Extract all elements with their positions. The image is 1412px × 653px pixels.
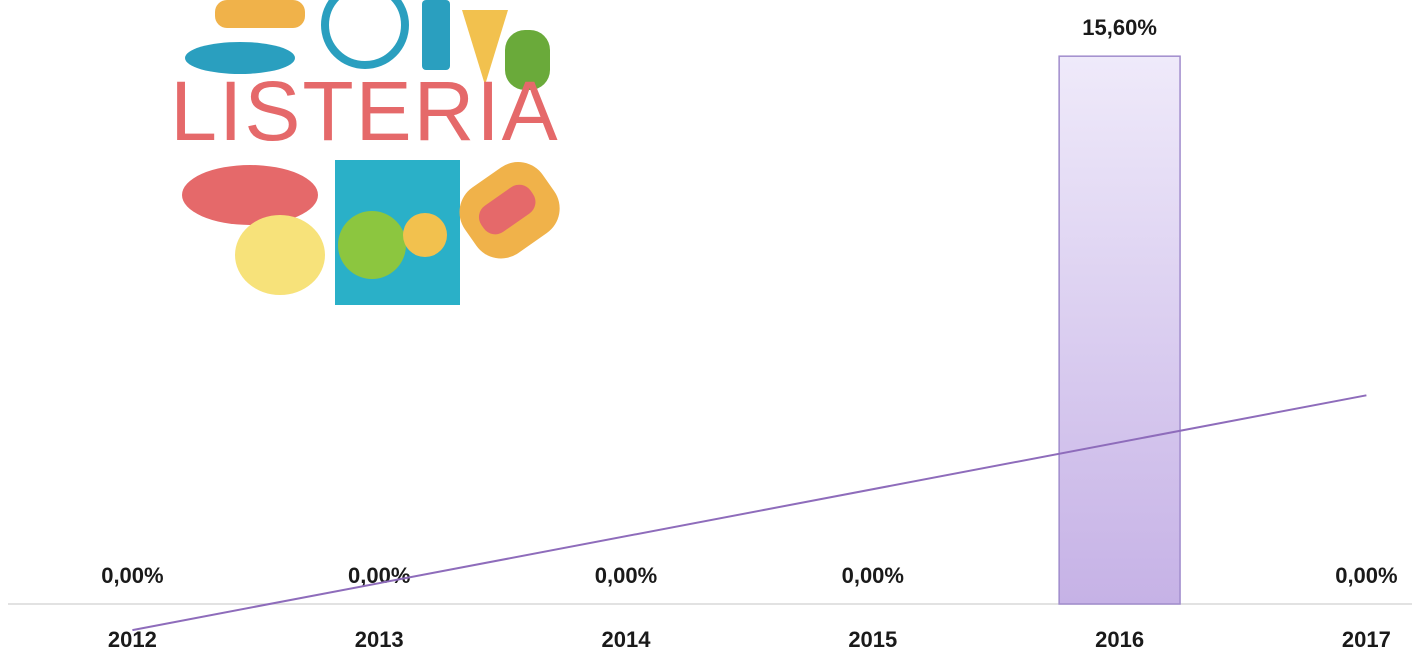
logo: LISTERIA [170, 0, 571, 305]
bar [1059, 56, 1180, 604]
data-label: 0,00% [101, 563, 163, 588]
x-tick-label: 2014 [602, 627, 652, 652]
x-tick-label: 2013 [355, 627, 404, 652]
x-tick-label: 2017 [1342, 627, 1391, 652]
data-label: 15,60% [1082, 15, 1157, 40]
trendline [132, 395, 1366, 630]
x-tick-label: 2012 [108, 627, 157, 652]
data-label: 0,00% [1335, 563, 1397, 588]
x-tick-label: 2016 [1095, 627, 1144, 652]
x-tick-label: 2015 [848, 627, 897, 652]
chart: LISTERIA 2012 0,00% 2013 0,00% 2014 0,00% 2015… [0, 0, 1412, 653]
data-label: 0,00% [595, 563, 657, 588]
data-label: 0,00% [842, 563, 904, 588]
logo-text: LISTERIA [170, 64, 559, 158]
